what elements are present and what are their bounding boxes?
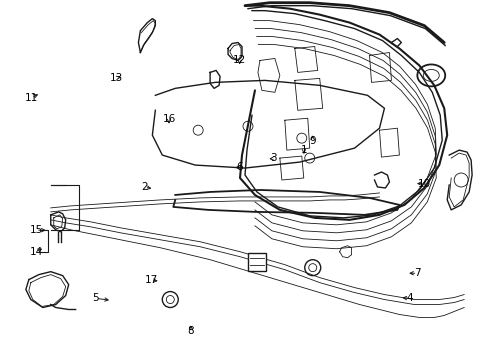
Text: 2: 2 [141,182,148,192]
Text: 10: 10 [417,179,430,189]
Text: 1: 1 [300,144,306,154]
Bar [247,253,265,271]
Text: 9: 9 [309,136,315,145]
Text: 8: 8 [187,325,194,336]
Text: 15: 15 [29,225,42,235]
Text: 3: 3 [270,153,277,163]
Text: 14: 14 [29,247,42,257]
Text: 12: 12 [232,55,246,65]
Text: 7: 7 [413,268,420,278]
Text: 13: 13 [110,73,123,83]
Text: 5: 5 [92,293,99,303]
Text: 16: 16 [162,114,175,124]
Text: 4: 4 [406,293,412,303]
Text: 6: 6 [236,162,243,172]
Text: 17: 17 [144,275,157,285]
Text: 11: 11 [24,93,38,103]
